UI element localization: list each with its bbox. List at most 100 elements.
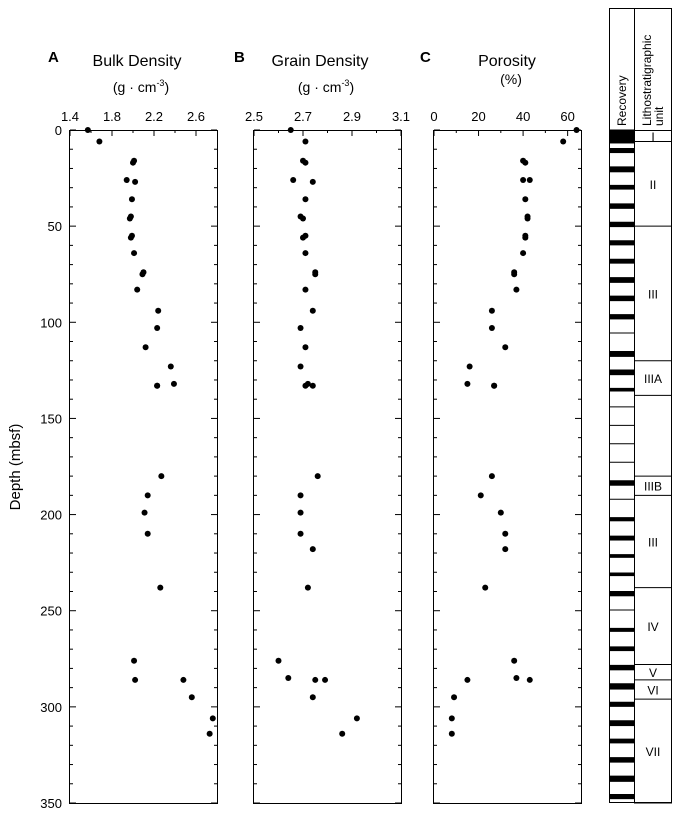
- recovery-bar: [610, 148, 634, 154]
- recovery-bar: [610, 573, 634, 577]
- depth-tick-label: 0: [55, 123, 62, 138]
- data-point-c: [502, 546, 509, 553]
- data-point-b: [297, 325, 304, 332]
- data-point-c: [491, 382, 498, 389]
- data-point-a: [206, 730, 213, 737]
- data-point-a: [154, 325, 161, 332]
- recovery-bar: [610, 536, 634, 541]
- x-tick-label-c: 20: [471, 109, 485, 124]
- data-point-a: [209, 715, 216, 722]
- data-point-c: [448, 715, 455, 722]
- recovery-bar: [610, 166, 634, 173]
- data-point-b: [302, 286, 309, 293]
- panel-c-frame: [433, 130, 582, 804]
- data-point-b: [302, 382, 309, 389]
- data-point-b: [302, 344, 309, 351]
- depth-tick-label: 250: [40, 604, 62, 619]
- data-point-a: [134, 286, 141, 293]
- data-point-c: [451, 694, 458, 701]
- panel-b-heading: B Grain Density (g · cm-3): [234, 49, 368, 95]
- data-point-c: [477, 492, 484, 499]
- panel-c-unit: (%): [500, 71, 522, 87]
- data-point-b: [297, 363, 304, 370]
- panel-c-title: Porosity: [478, 53, 536, 70]
- recovery-bar: [610, 554, 634, 558]
- panel-b-letter: B: [234, 49, 245, 66]
- data-point-a: [132, 676, 139, 683]
- x-tick-label-a: 2.6: [187, 109, 205, 124]
- recovery-bar: [610, 739, 634, 744]
- depth-tick-label: 200: [40, 508, 62, 523]
- lithostratigraphic-unit: VI: [647, 684, 658, 698]
- depth-axis-title: Depth (mbsf): [7, 424, 24, 511]
- data-point-b: [285, 675, 292, 682]
- data-point-c: [466, 363, 473, 370]
- lithostratigraphic-unit: VII: [646, 745, 661, 759]
- data-point-a: [144, 530, 151, 537]
- recovery-bar: [610, 296, 634, 302]
- recovery-label: Recovery: [615, 75, 629, 126]
- recovery-bar: [610, 277, 634, 283]
- recovery-bar: [610, 185, 634, 190]
- panel-a-title: Bulk Density: [93, 53, 182, 70]
- lithostratigraphic-unit-label: Lithostratigraphic: [640, 35, 654, 126]
- depth-tick-label: 50: [48, 219, 62, 234]
- data-point-b: [309, 178, 316, 185]
- data-point-c: [497, 509, 504, 516]
- recovery-bar: [610, 665, 634, 671]
- recovery-bar: [610, 776, 634, 782]
- data-point-b: [309, 307, 316, 314]
- x-tick-label-c: 40: [516, 109, 530, 124]
- data-point-c: [526, 176, 533, 183]
- recovery-bar: [610, 517, 634, 522]
- data-point-b: [297, 492, 304, 499]
- lithostratigraphic-unit: I: [651, 130, 654, 144]
- recovery-bar: [610, 351, 634, 357]
- data-point-b: [312, 676, 319, 683]
- data-point-c: [513, 286, 520, 293]
- lithostratigraphic-unit: IV: [647, 620, 658, 634]
- x-tick-label-c: 0: [430, 109, 437, 124]
- recovery-bar: [610, 591, 634, 597]
- data-point-c: [522, 196, 529, 203]
- data-point-c: [502, 530, 509, 537]
- data-point-a: [96, 138, 103, 145]
- data-point-b: [309, 694, 316, 701]
- panel-a-heading: A Bulk Density (g · cm-3): [48, 49, 181, 95]
- data-point-b: [309, 382, 316, 389]
- data-point-a: [180, 676, 187, 683]
- data-point-b: [302, 138, 309, 145]
- data-point-a: [144, 492, 151, 499]
- data-point-a: [131, 250, 138, 257]
- data-point-c: [502, 344, 509, 351]
- data-point-c: [448, 730, 455, 737]
- lithostratigraphic-unit: III: [648, 535, 658, 549]
- data-point-b: [302, 250, 309, 257]
- data-point-a: [142, 344, 149, 351]
- data-point-b: [302, 159, 309, 166]
- recovery-bar: [610, 388, 634, 392]
- panel-b-frame: [253, 130, 402, 804]
- recovery-bar: [610, 130, 634, 144]
- data-point-a: [126, 215, 133, 222]
- data-point-b: [297, 530, 304, 537]
- data-point-b: [275, 657, 282, 664]
- data-point-c: [511, 271, 518, 278]
- panel-c-heading: C Porosity (%): [420, 49, 536, 87]
- data-point-a: [128, 196, 135, 203]
- depth-tick-label: 300: [40, 700, 62, 715]
- data-point-b: [302, 196, 309, 203]
- panel-a-frame: [69, 130, 218, 804]
- data-point-b: [353, 715, 360, 722]
- data-point-a: [141, 509, 148, 516]
- data-point-b: [309, 546, 316, 553]
- recovery-bar: [610, 683, 634, 690]
- recovery-bar: [610, 259, 634, 264]
- data-point-a: [167, 363, 174, 370]
- data-point-a: [154, 382, 161, 389]
- plot-content: 1.4 1.8 2.2 2.6 2.5 2.7 2.9 3.1 0 20 40 60 0 50 100 150…: [40, 109, 672, 811]
- data-point-a: [158, 473, 165, 480]
- recovery-bar: [610, 628, 634, 632]
- recovery-bar: [610, 314, 634, 320]
